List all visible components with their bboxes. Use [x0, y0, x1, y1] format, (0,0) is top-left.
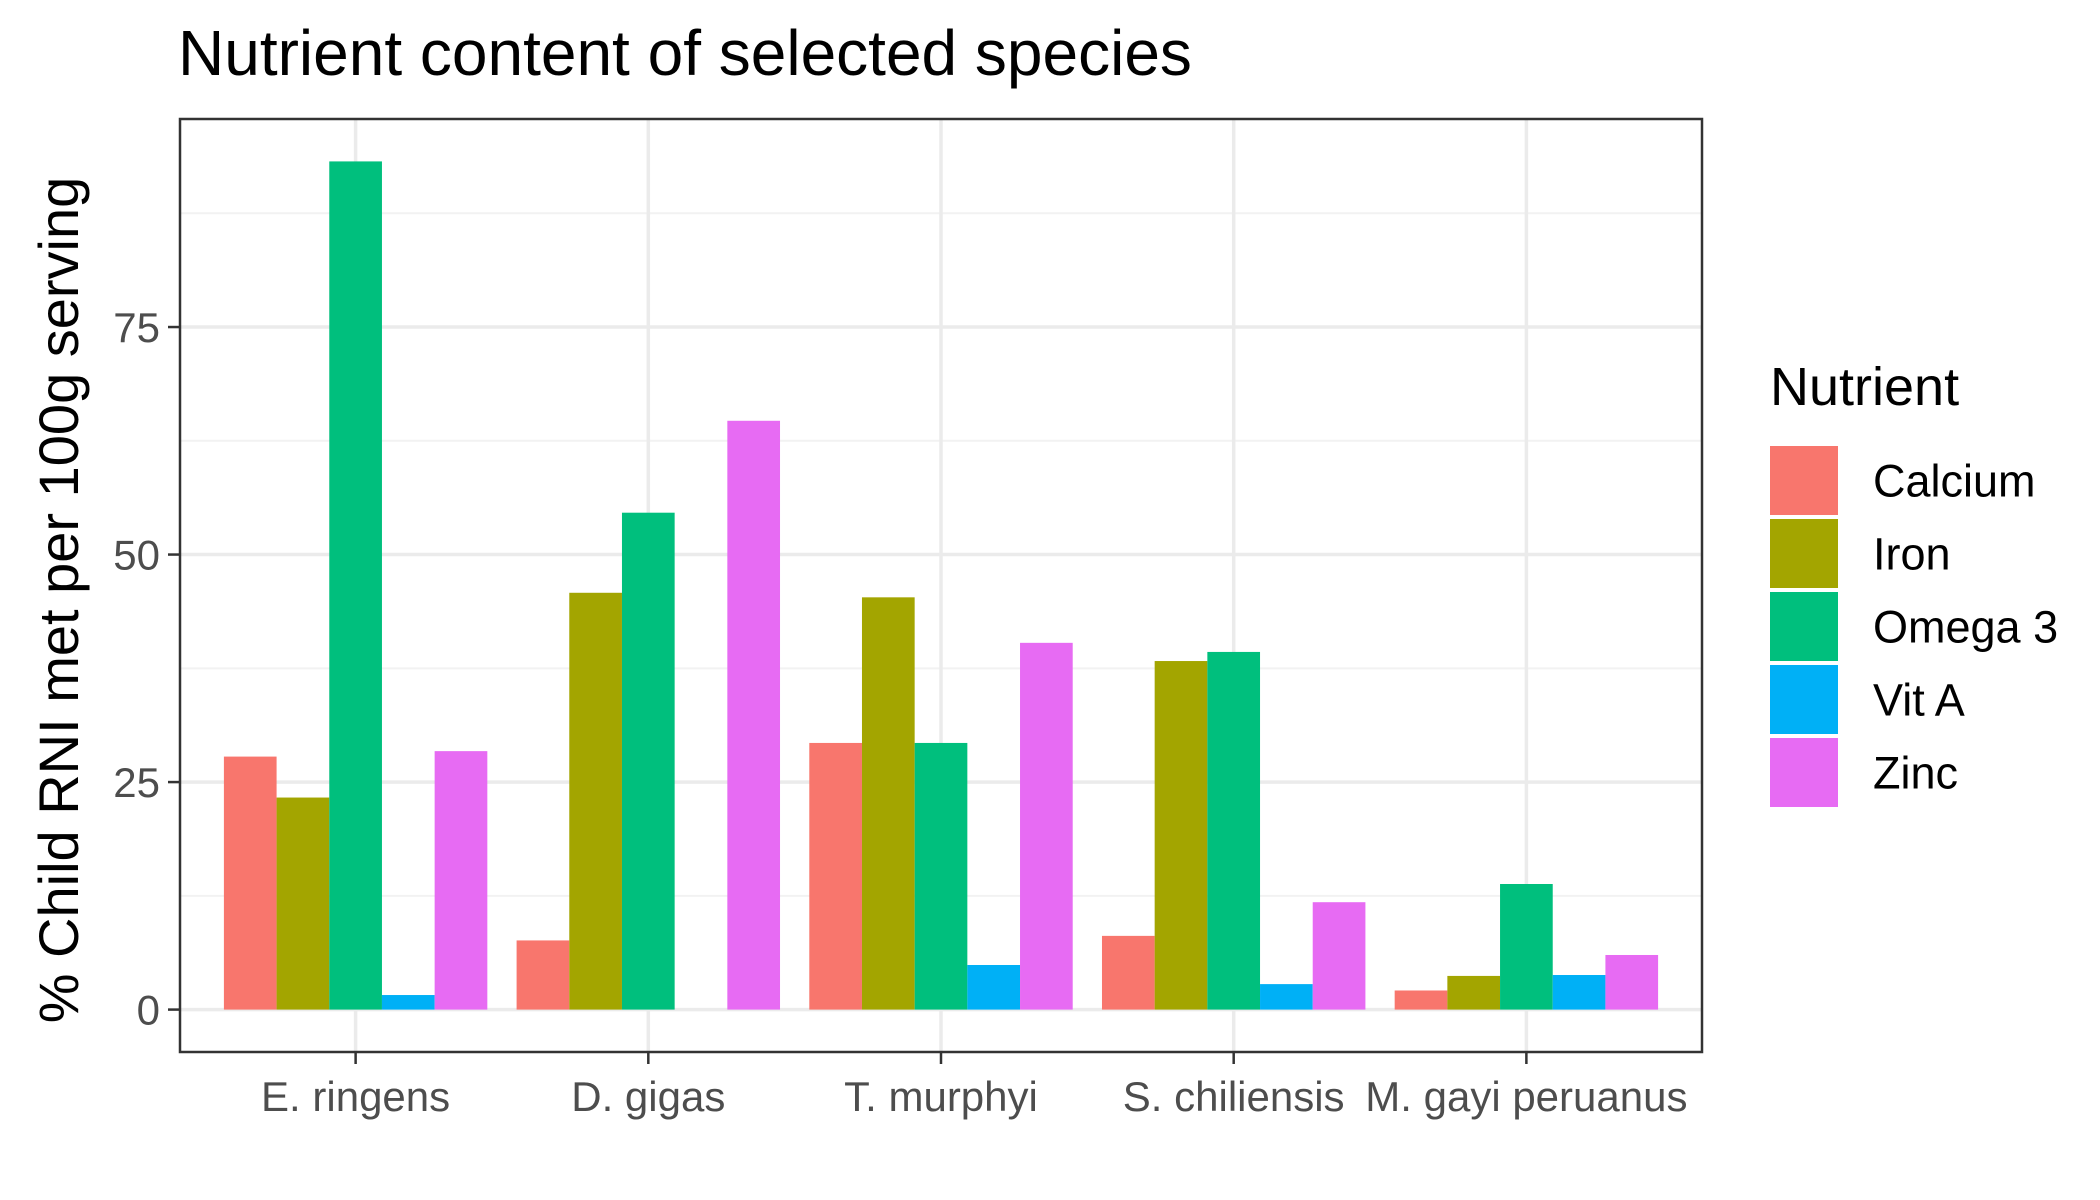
y-tick-label: 75: [113, 304, 160, 351]
y-axis: 0 25 50 75: [113, 304, 180, 1034]
bar: [861, 597, 915, 1010]
x-tick-label: S. chiliensis: [1123, 1073, 1345, 1120]
bar: [223, 756, 277, 1010]
bar: [276, 797, 330, 1010]
chart-title: Nutrient content of selected species: [178, 17, 1192, 89]
bar: [809, 742, 862, 1010]
x-tick-label: D. gigas: [571, 1073, 725, 1120]
y-tick-label: 0: [137, 987, 160, 1034]
bar: [329, 161, 382, 1010]
legend-key: [1770, 519, 1838, 588]
bar: [967, 964, 1021, 1010]
y-tick-label: 25: [113, 759, 160, 806]
legend-key: [1770, 446, 1838, 515]
legend-title: Nutrient: [1770, 357, 1959, 417]
bar: [516, 940, 570, 1010]
bar: [1154, 661, 1208, 1010]
x-tick-label: E. ringens: [261, 1073, 450, 1120]
legend-label: Calcium: [1873, 456, 2036, 507]
legend-label: Vit A: [1873, 675, 1965, 726]
x-axis: E. ringens D. gigas T. murphyi S. chiliensi…: [261, 1052, 1687, 1120]
bars: [223, 161, 1659, 1010]
legend-key: [1770, 738, 1838, 807]
bar: [1500, 884, 1553, 1010]
bar: [1312, 902, 1366, 1010]
legend-label: Omega 3: [1873, 602, 2058, 653]
bar: [1552, 975, 1606, 1010]
legend: Nutrient Calcium Iron Omega 3 Vit A Zinc: [1770, 357, 2058, 807]
bar: [1260, 984, 1313, 1010]
bar: [727, 420, 781, 1010]
y-tick-label: 50: [113, 532, 160, 579]
legend-key: [1770, 592, 1838, 661]
legend-label: Iron: [1873, 529, 1951, 580]
bar: [1101, 935, 1155, 1010]
bar: [1394, 990, 1448, 1010]
bar: [914, 742, 968, 1010]
bar: [621, 512, 675, 1010]
x-tick-label: T. murphyi: [844, 1073, 1038, 1120]
legend-key: [1770, 665, 1838, 734]
x-tick-label: M. gayi peruanus: [1365, 1073, 1687, 1120]
bar: [1020, 642, 1073, 1010]
bar: [1447, 975, 1501, 1010]
bar: [381, 995, 435, 1010]
bar: [1605, 954, 1659, 1010]
y-axis-label: % Child RNI met per 100g serving: [27, 177, 90, 1024]
legend-items: Calcium Iron Omega 3 Vit A Zinc: [1770, 446, 2058, 807]
bar: [569, 592, 622, 1010]
bar: [434, 751, 488, 1010]
bar: [1207, 651, 1261, 1010]
legend-label: Zinc: [1873, 748, 1958, 799]
